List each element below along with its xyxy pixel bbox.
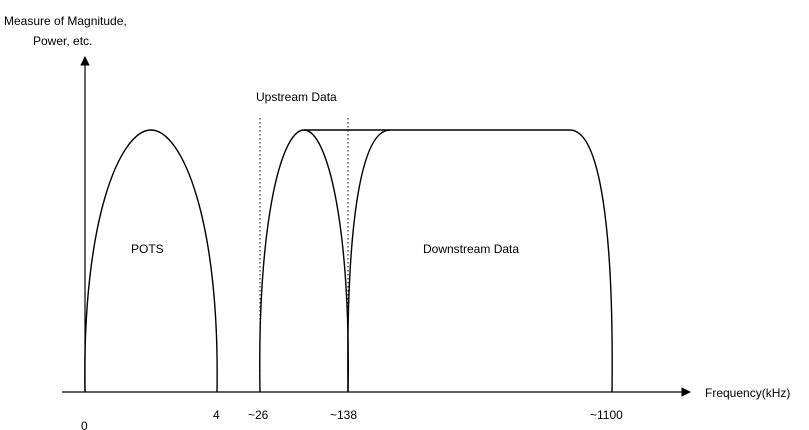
pots-band-label: POTS: [131, 242, 164, 256]
downstream-band-curve: [347, 129, 613, 393]
downstream-band-label: Downstream Data: [423, 242, 519, 256]
y-axis-label-line1: Measure of Magnitude,: [4, 14, 127, 28]
tick-label-26: ~26: [248, 408, 269, 422]
upstream-band-label: Upstream Data: [256, 90, 337, 104]
tick-label-1100: ~1100: [590, 408, 623, 422]
pots-band-curve: [84, 129, 218, 393]
upstream-band-curve: [259, 129, 349, 393]
tick-label-138: ~138: [330, 408, 357, 422]
y-axis-label-line2: Power, etc.: [33, 34, 92, 48]
tick-label-0: 0: [81, 419, 88, 430]
x-axis-label: Frequency(kHz): [705, 386, 790, 400]
tick-label-4: 4: [213, 408, 220, 422]
